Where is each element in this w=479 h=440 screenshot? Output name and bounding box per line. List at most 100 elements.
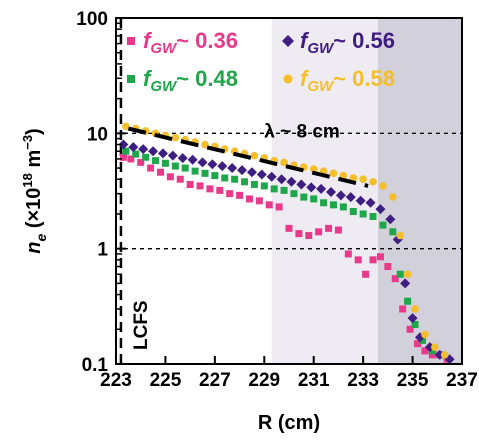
point-series-1 [226,190,234,198]
point-series-3 [246,167,257,178]
legend-label: fGW~ 0.48 [143,66,238,95]
y-tick-label: 100 [76,9,108,30]
point-series-1 [315,228,323,236]
point-series-3 [326,186,337,197]
point-series-4 [122,122,130,131]
point-series-2 [320,199,328,207]
legend: fGW~ 0.36 fGW~ 0.56 fGW~ 0.48 fGW~ 0.58 [127,28,395,95]
point-series-4 [329,169,338,178]
point-series-3 [400,278,411,289]
point-series-1 [245,195,253,203]
point-series-1 [391,275,399,283]
point-series-4 [369,177,377,186]
point-series-4 [431,343,439,351]
point-series-3 [167,150,178,161]
point-series-2 [339,203,347,211]
decay-fit-line [127,126,369,188]
lcfs-label: LCFS [131,300,152,350]
point-series-2 [181,164,189,172]
point-series-2 [349,208,357,216]
point-series-4 [309,165,318,173]
x-tick-label: 235 [397,370,429,391]
legend-symbol [282,35,294,47]
point-series-1 [265,201,273,209]
point-series-1 [275,203,283,211]
point-series-2 [122,147,130,155]
point-series-3 [138,144,149,155]
point-series-3 [197,157,208,168]
x-tick-label: 237 [446,370,478,391]
point-series-4 [440,351,449,359]
point-series-1 [421,347,429,355]
point-series-4 [280,158,288,167]
y-label-n: n [23,242,45,254]
y-tick-label: 0.1 [82,355,109,376]
y-label-sub: e [33,234,49,242]
legend-label: fGW~ 0.58 [300,66,395,95]
point-series-1 [285,224,293,232]
point-series-1 [255,197,263,205]
point-series-2 [404,297,412,305]
x-tick-label: 233 [347,370,379,391]
point-series-3 [256,169,267,180]
point-series-1 [428,351,436,359]
point-series-4 [403,270,412,279]
legend-label: fGW~ 0.36 [143,28,238,57]
point-series-3 [276,174,287,185]
point-series-2 [290,190,298,198]
point-series-3 [128,142,139,153]
reference-lines [116,18,462,364]
point-series-2 [161,159,169,167]
legend-label: fGW~ 0.56 [300,28,395,57]
point-series-1 [119,153,127,161]
shaded-regions [271,18,462,364]
point-series-3 [227,163,238,174]
point-series-4 [201,140,209,149]
point-series-1 [166,173,174,181]
point-series-2 [280,186,288,194]
point-series-2 [300,193,308,201]
point-series-2 [221,174,229,182]
y-axis-label: ne (×1018 m−3) [20,128,49,253]
point-series-2 [379,221,387,229]
x-tick-label: 227 [199,370,231,391]
point-series-3 [316,183,327,194]
point-series-2 [369,213,377,221]
point-series-2 [241,178,249,186]
point-series-3 [335,190,346,201]
point-series-2 [191,167,199,175]
point-series-3 [385,214,396,225]
point-series-2 [389,228,397,236]
point-series-3 [237,165,248,176]
point-series-3 [296,179,307,190]
point-series-2 [231,175,239,183]
legend-symbol [127,37,135,45]
point-series-4 [421,330,429,339]
point-series-3 [407,313,418,324]
fit-line [127,126,369,188]
point-series-1 [354,256,362,264]
point-series-3 [306,182,317,193]
point-series-4 [250,151,259,160]
point-series-3 [286,176,297,187]
point-series-1 [186,181,194,189]
point-series-2 [396,270,404,278]
point-series-1 [236,191,244,199]
y-tick-label: 1 [97,240,108,261]
point-series-1 [206,185,214,193]
point-series-1 [305,232,313,240]
point-series-1 [176,175,184,183]
point-series-3 [355,195,366,206]
point-series-2 [428,347,436,355]
point-series-1 [399,305,407,313]
y-label-rest: (×10 [23,188,45,234]
point-series-3 [365,197,376,208]
point-series-2 [260,182,268,190]
y-label-exp1: 18 [20,173,35,187]
point-series-2 [270,185,278,193]
x-tick-label: 229 [248,370,280,391]
point-series-1 [384,263,392,271]
point-series-1 [376,253,384,261]
point-series-2 [329,201,337,209]
